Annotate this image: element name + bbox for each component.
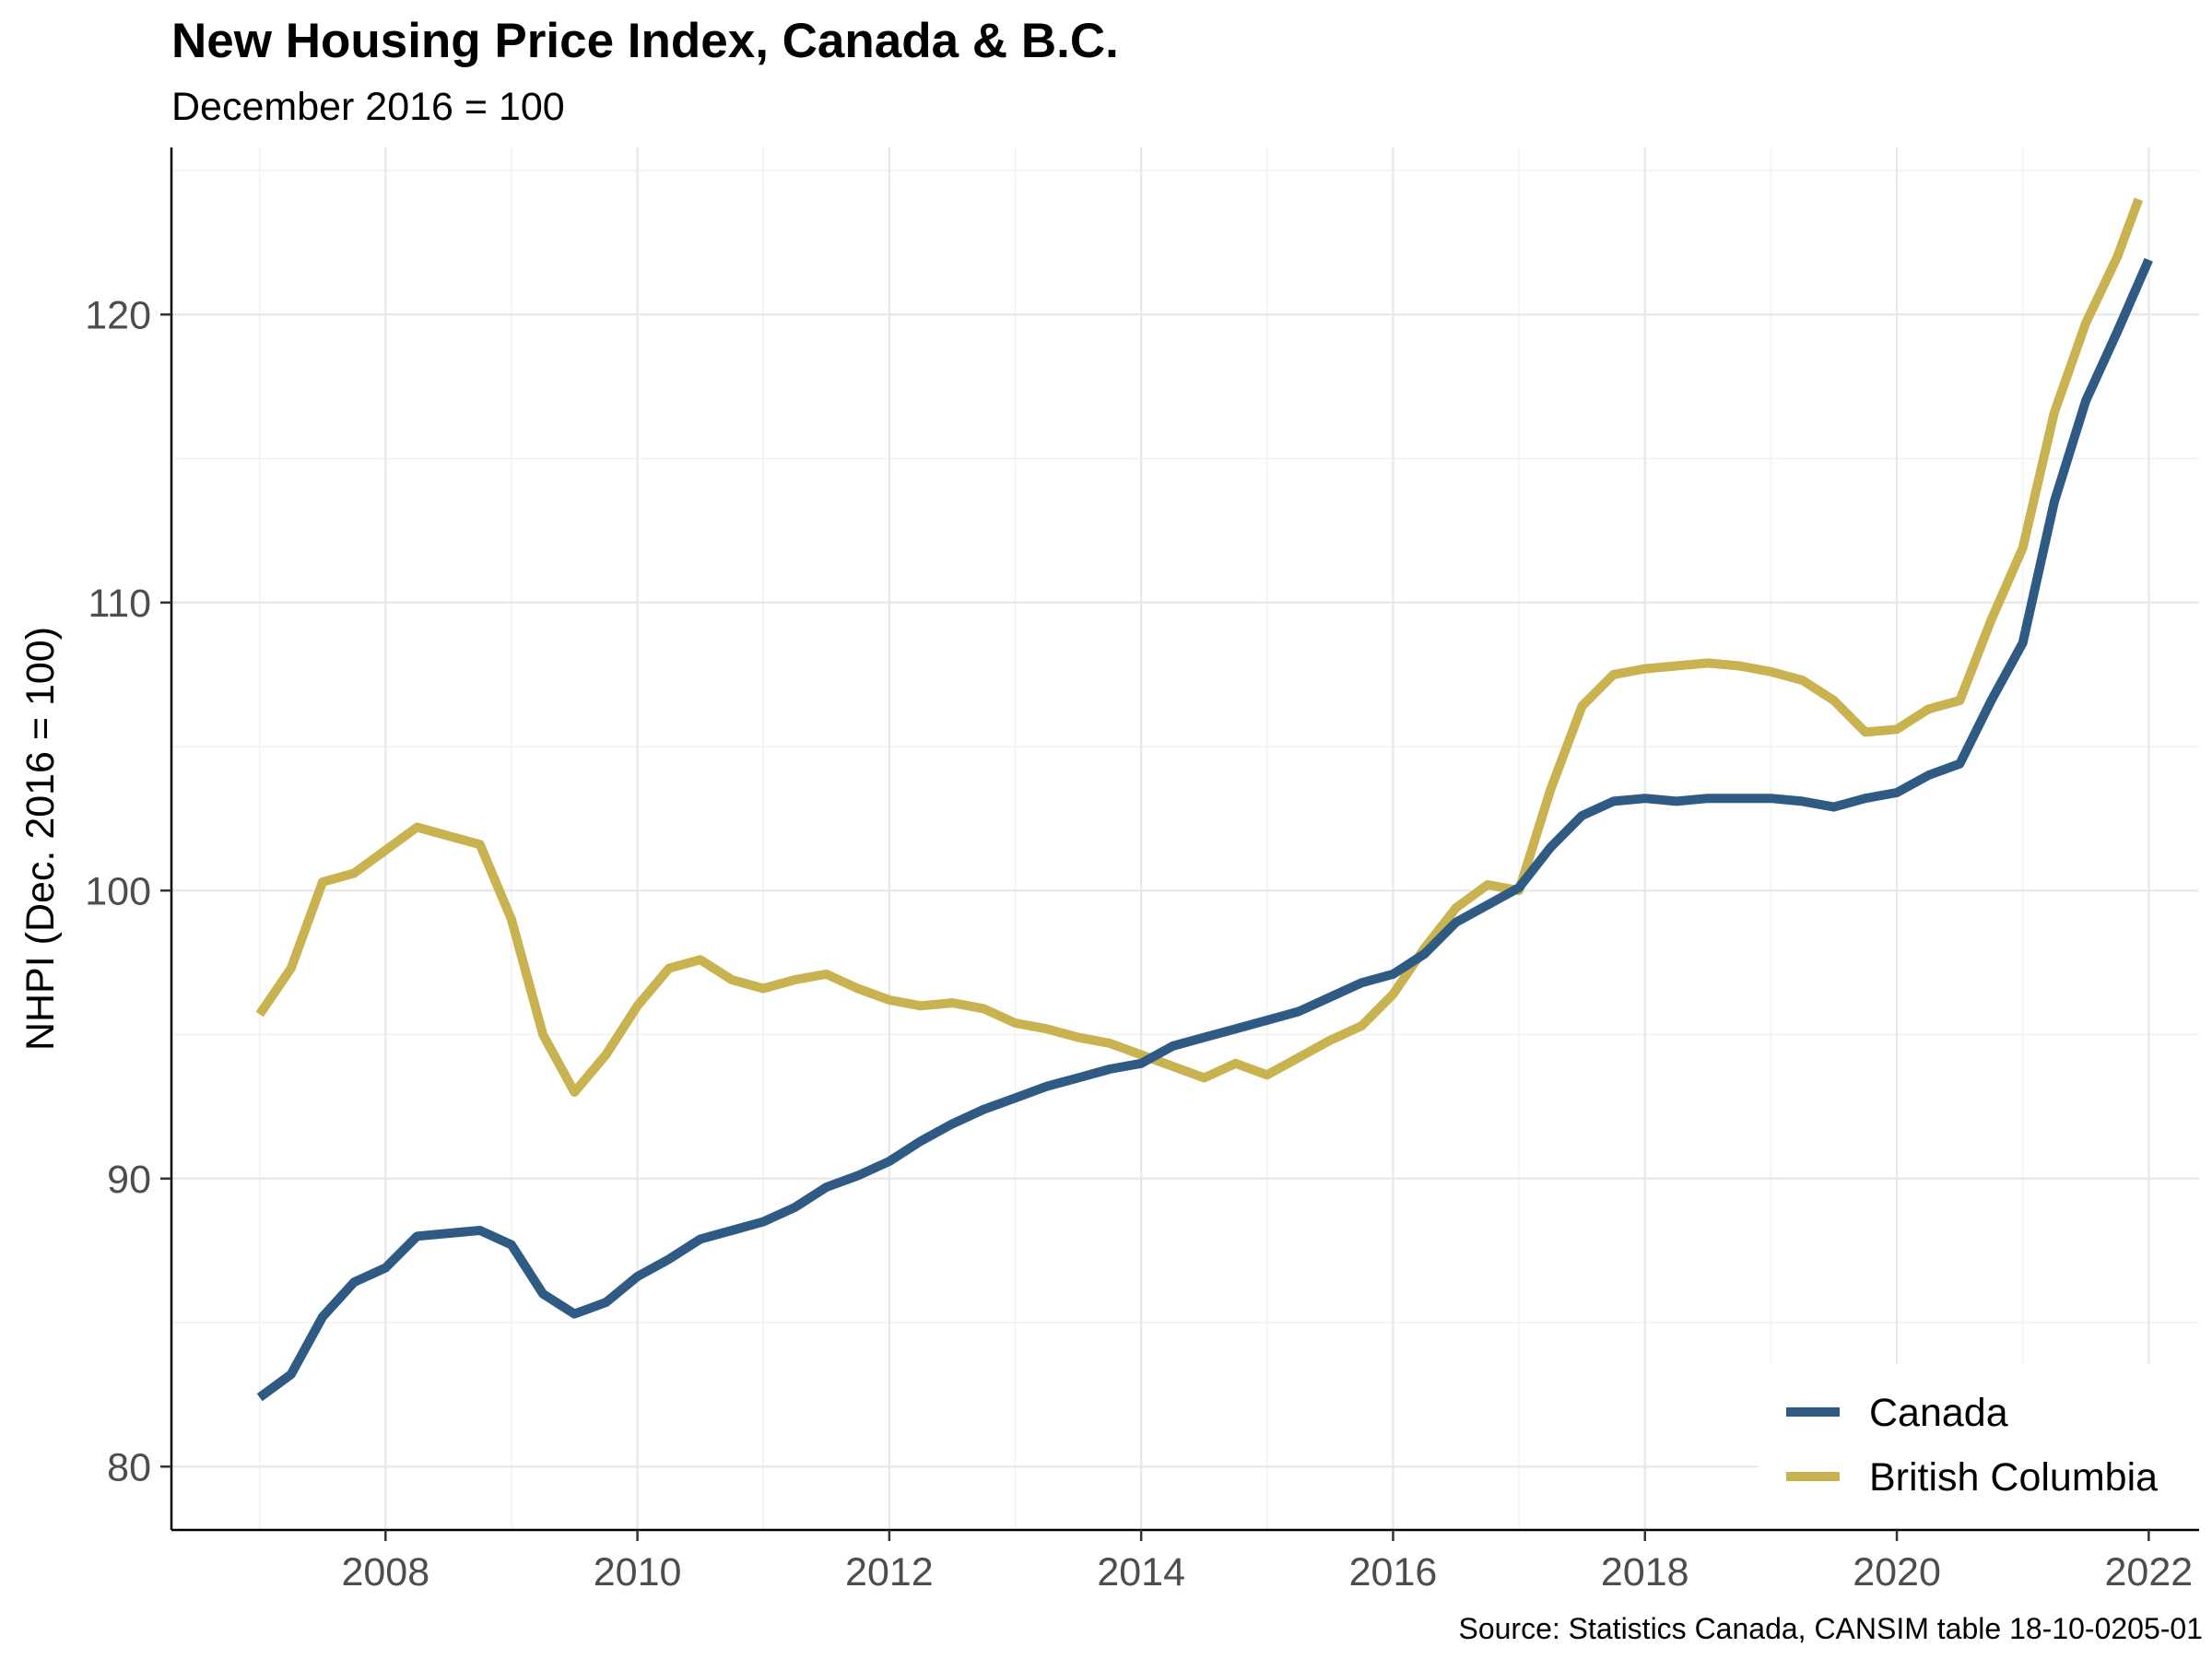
y-tick-label: 100 [85, 869, 151, 913]
x-tick-label: 2010 [594, 1550, 682, 1594]
source-caption: Source: Statistics Canada, CANSIM table … [1458, 1612, 2203, 1645]
series-line-british-columbia [255, 197, 2144, 1097]
x-tick-label: 2022 [2105, 1550, 2194, 1594]
x-tick-label: 2014 [1097, 1550, 1185, 1594]
chart-subtitle: December 2016 = 100 [171, 85, 565, 129]
x-tick-label: 2016 [1349, 1550, 1438, 1594]
y-tick-label: 80 [107, 1445, 151, 1489]
legend-label-british-columbia: British Columbia [1869, 1455, 2158, 1500]
axis-ticks: 2008 2010 2012 2014 2016 2018 2020 2022 80 90 100 1… [85, 293, 2193, 1594]
x-tick-label: 2012 [845, 1550, 934, 1594]
y-axis-title: NHPI (Dec. 2016 = 100) [18, 627, 63, 1051]
y-tick-label: 110 [88, 582, 151, 626]
chart-title: New Housing Price Index, Canada & B.C. [171, 14, 1119, 68]
y-tick-label: 90 [107, 1158, 151, 1202]
legend-label-canada: Canada [1869, 1391, 2008, 1435]
x-tick-label: 2018 [1601, 1550, 1689, 1594]
x-tick-label: 2008 [341, 1550, 429, 1594]
series-line-canada [256, 257, 2153, 1402]
legend: Canada British Columbia [1759, 1364, 2199, 1528]
x-tick-label: 2020 [1853, 1550, 1941, 1594]
series-lines [255, 197, 2153, 1402]
legend-background [1759, 1364, 2199, 1528]
y-tick-label: 120 [85, 293, 151, 337]
